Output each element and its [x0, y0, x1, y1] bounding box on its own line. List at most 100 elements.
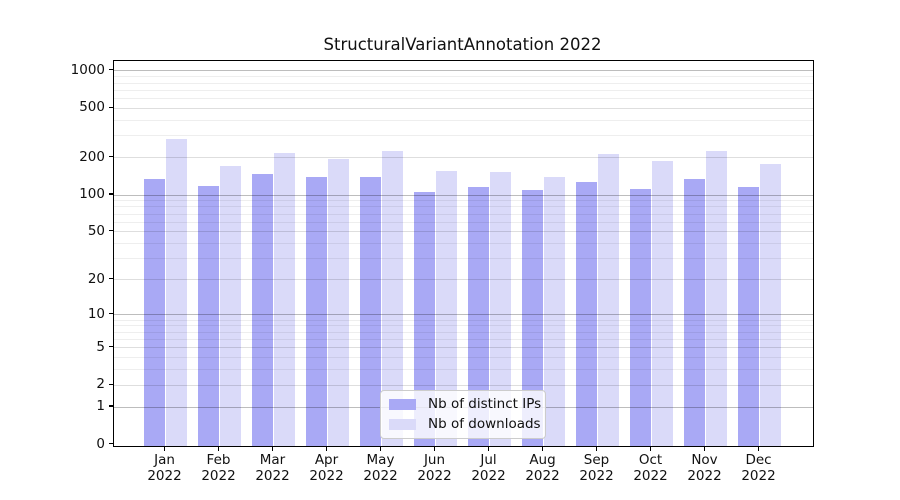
x-tick-label-mar-2022: Mar 2022 [255, 452, 290, 484]
gridline-90 [114, 200, 813, 202]
y-tick-label-50: 50 [87, 222, 105, 239]
x-tick-label-jun-2022: Jun 2022 [417, 452, 452, 484]
gridline-3 [114, 369, 813, 370]
bar-nb-of-downloads-sep-2022 [598, 154, 619, 446]
x-tick-label-apr-2022: Apr 2022 [309, 452, 344, 484]
bars-layer [114, 61, 813, 446]
y-tick-label-1: 1 [96, 398, 105, 414]
gridline-80 [114, 206, 813, 208]
bar-nb-of-distinct-ips-feb-2022 [198, 185, 219, 446]
y-tick-10 [108, 313, 113, 315]
legend-item-downloads: Nb of downloads [389, 417, 545, 432]
bar-nb-of-distinct-ips-dec-2022 [738, 186, 759, 446]
gridline-30 [114, 258, 813, 260]
x-tick-feb-2022 [217, 446, 220, 451]
bar-nb-of-distinct-ips-jan-2022 [144, 178, 165, 446]
y-tick-label-20: 20 [87, 270, 105, 287]
y-tick-200 [108, 156, 113, 158]
gridline-10 [114, 314, 813, 316]
bar-nb-of-downloads-nov-2022 [706, 150, 727, 446]
y-tick-label-0: 0 [96, 435, 105, 452]
x-tick-label-may-2022: May 2022 [363, 452, 398, 484]
x-tick-aug-2022 [541, 446, 544, 451]
bar-nb-of-downloads-apr-2022 [328, 159, 349, 446]
gridline-2 [114, 384, 813, 386]
x-tick-mar-2022 [271, 446, 274, 451]
y-tick-label-10: 10 [87, 305, 105, 322]
x-tick-jan-2022 [163, 446, 166, 451]
x-tick-dec-2022 [757, 446, 760, 451]
x-tick-sep-2022 [595, 446, 598, 451]
gridline-40 [114, 243, 813, 245]
y-tick-500 [108, 106, 113, 108]
y-tick-1000 [108, 69, 113, 71]
bar-nb-of-downloads-jan-2022 [166, 139, 187, 446]
y-tick-label-100: 100 [79, 186, 105, 202]
x-tick-label-jul-2022: Jul 2022 [471, 452, 506, 484]
legend-item-distinct-ips: Nb of distinct IPs [389, 397, 545, 412]
x-tick-label-nov-2022: Nov 2022 [687, 452, 722, 484]
legend-swatch-distinct-ips [389, 399, 416, 410]
y-tick-50 [108, 230, 113, 232]
gridline-900 [114, 76, 813, 78]
y-tick-1 [108, 405, 113, 407]
gridline-1000 [114, 70, 813, 72]
legend-label-downloads: Nb of downloads [428, 416, 541, 432]
gridline-6 [114, 338, 813, 340]
bar-nb-of-distinct-ips-nov-2022 [684, 178, 705, 446]
gridline-7 [114, 331, 813, 333]
y-tick-label-200: 200 [79, 148, 105, 165]
x-tick-label-sep-2022: Sep 2022 [579, 452, 614, 484]
gridline-9 [114, 319, 813, 321]
bar-nb-of-distinct-ips-mar-2022 [252, 173, 273, 446]
y-tick-label-2: 2 [96, 376, 105, 393]
x-tick-may-2022 [379, 446, 382, 451]
y-tick-label-5: 5 [96, 338, 105, 355]
legend: Nb of distinct IPs Nb of downloads [380, 390, 546, 439]
gridline-700 [114, 89, 813, 91]
grid-layer [114, 61, 813, 446]
legend-label-distinct-ips: Nb of distinct IPs [428, 396, 542, 412]
gridline-500 [114, 107, 813, 109]
gridline-8 [114, 325, 813, 327]
bar-nb-of-downloads-feb-2022 [220, 165, 241, 446]
gridline-70 [114, 213, 813, 215]
x-tick-jul-2022 [487, 446, 490, 451]
gridline-100 [114, 194, 813, 196]
x-tick-apr-2022 [325, 446, 328, 451]
bar-nb-of-distinct-ips-apr-2022 [306, 177, 327, 446]
y-tick-5 [108, 346, 113, 348]
y-tick-0 [108, 442, 113, 445]
x-tick-label-feb-2022: Feb 2022 [201, 452, 236, 484]
x-tick-label-jan-2022: Jan 2022 [147, 452, 182, 484]
bar-nb-of-distinct-ips-sep-2022 [576, 181, 597, 446]
gridline-60 [114, 221, 813, 223]
x-tick-oct-2022 [649, 446, 652, 451]
x-tick-label-aug-2022: Aug 2022 [525, 452, 560, 484]
x-tick-label-oct-2022: Oct 2022 [633, 452, 668, 484]
bar-nb-of-distinct-ips-oct-2022 [630, 188, 651, 446]
gridline-20 [114, 279, 813, 281]
plot-area: Nb of distinct IPs Nb of downloads [113, 60, 814, 447]
bar-nb-of-downloads-dec-2022 [760, 164, 781, 446]
x-tick-jun-2022 [433, 446, 436, 451]
y-tick-label-1000: 1000 [70, 61, 105, 78]
chart-title: StructuralVariantAnnotation 2022 [323, 35, 602, 54]
bar-nb-of-downloads-oct-2022 [652, 161, 673, 446]
x-tick-nov-2022 [703, 446, 706, 451]
y-tick-100 [108, 193, 113, 195]
gridline-400 [114, 119, 813, 121]
x-tick-label-dec-2022: Dec 2022 [741, 452, 776, 484]
gridline-50 [114, 231, 813, 233]
gridline-300 [114, 135, 813, 137]
gridline-600 [114, 98, 813, 99]
y-tick-20 [108, 278, 113, 280]
gridline-5 [114, 347, 813, 349]
bar-nb-of-distinct-ips-may-2022 [360, 176, 381, 446]
y-tick-2 [108, 383, 113, 385]
y-tick-label-500: 500 [79, 99, 105, 116]
gridline-800 [114, 82, 813, 84]
legend-swatch-downloads [389, 419, 416, 430]
gridline-4 [114, 357, 813, 358]
